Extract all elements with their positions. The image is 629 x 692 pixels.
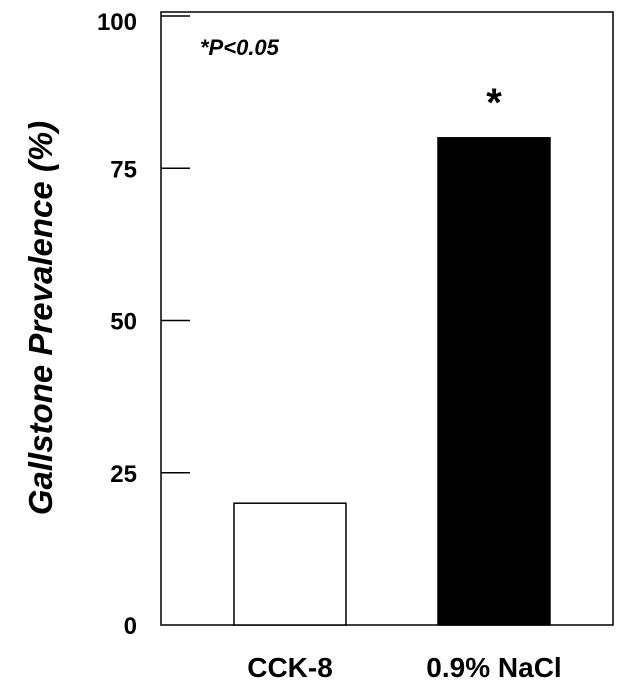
- x-axis-category-labels: CCK-8 0.9% NaCl: [247, 652, 561, 683]
- y-tick-label: 100: [97, 9, 137, 36]
- significance-marker: *: [486, 81, 502, 125]
- y-tick-label: 0: [124, 613, 137, 640]
- bars: [233, 137, 551, 626]
- y-tick-label: 50: [110, 309, 137, 336]
- significance-note: *P<0.05: [200, 35, 280, 60]
- plot-frame: [160, 11, 614, 626]
- y-tick-label: 75: [110, 156, 137, 183]
- y-axis-label: Gallstone Prevalence (%): [22, 121, 59, 515]
- y-axis-ticks: 0 25 50 75 100: [97, 9, 190, 640]
- x-tick-label: CCK-8: [247, 652, 333, 683]
- y-tick-label: 25: [110, 461, 137, 488]
- bar: [233, 502, 347, 626]
- x-tick-label: 0.9% NaCl: [426, 652, 561, 683]
- bar: [437, 137, 551, 626]
